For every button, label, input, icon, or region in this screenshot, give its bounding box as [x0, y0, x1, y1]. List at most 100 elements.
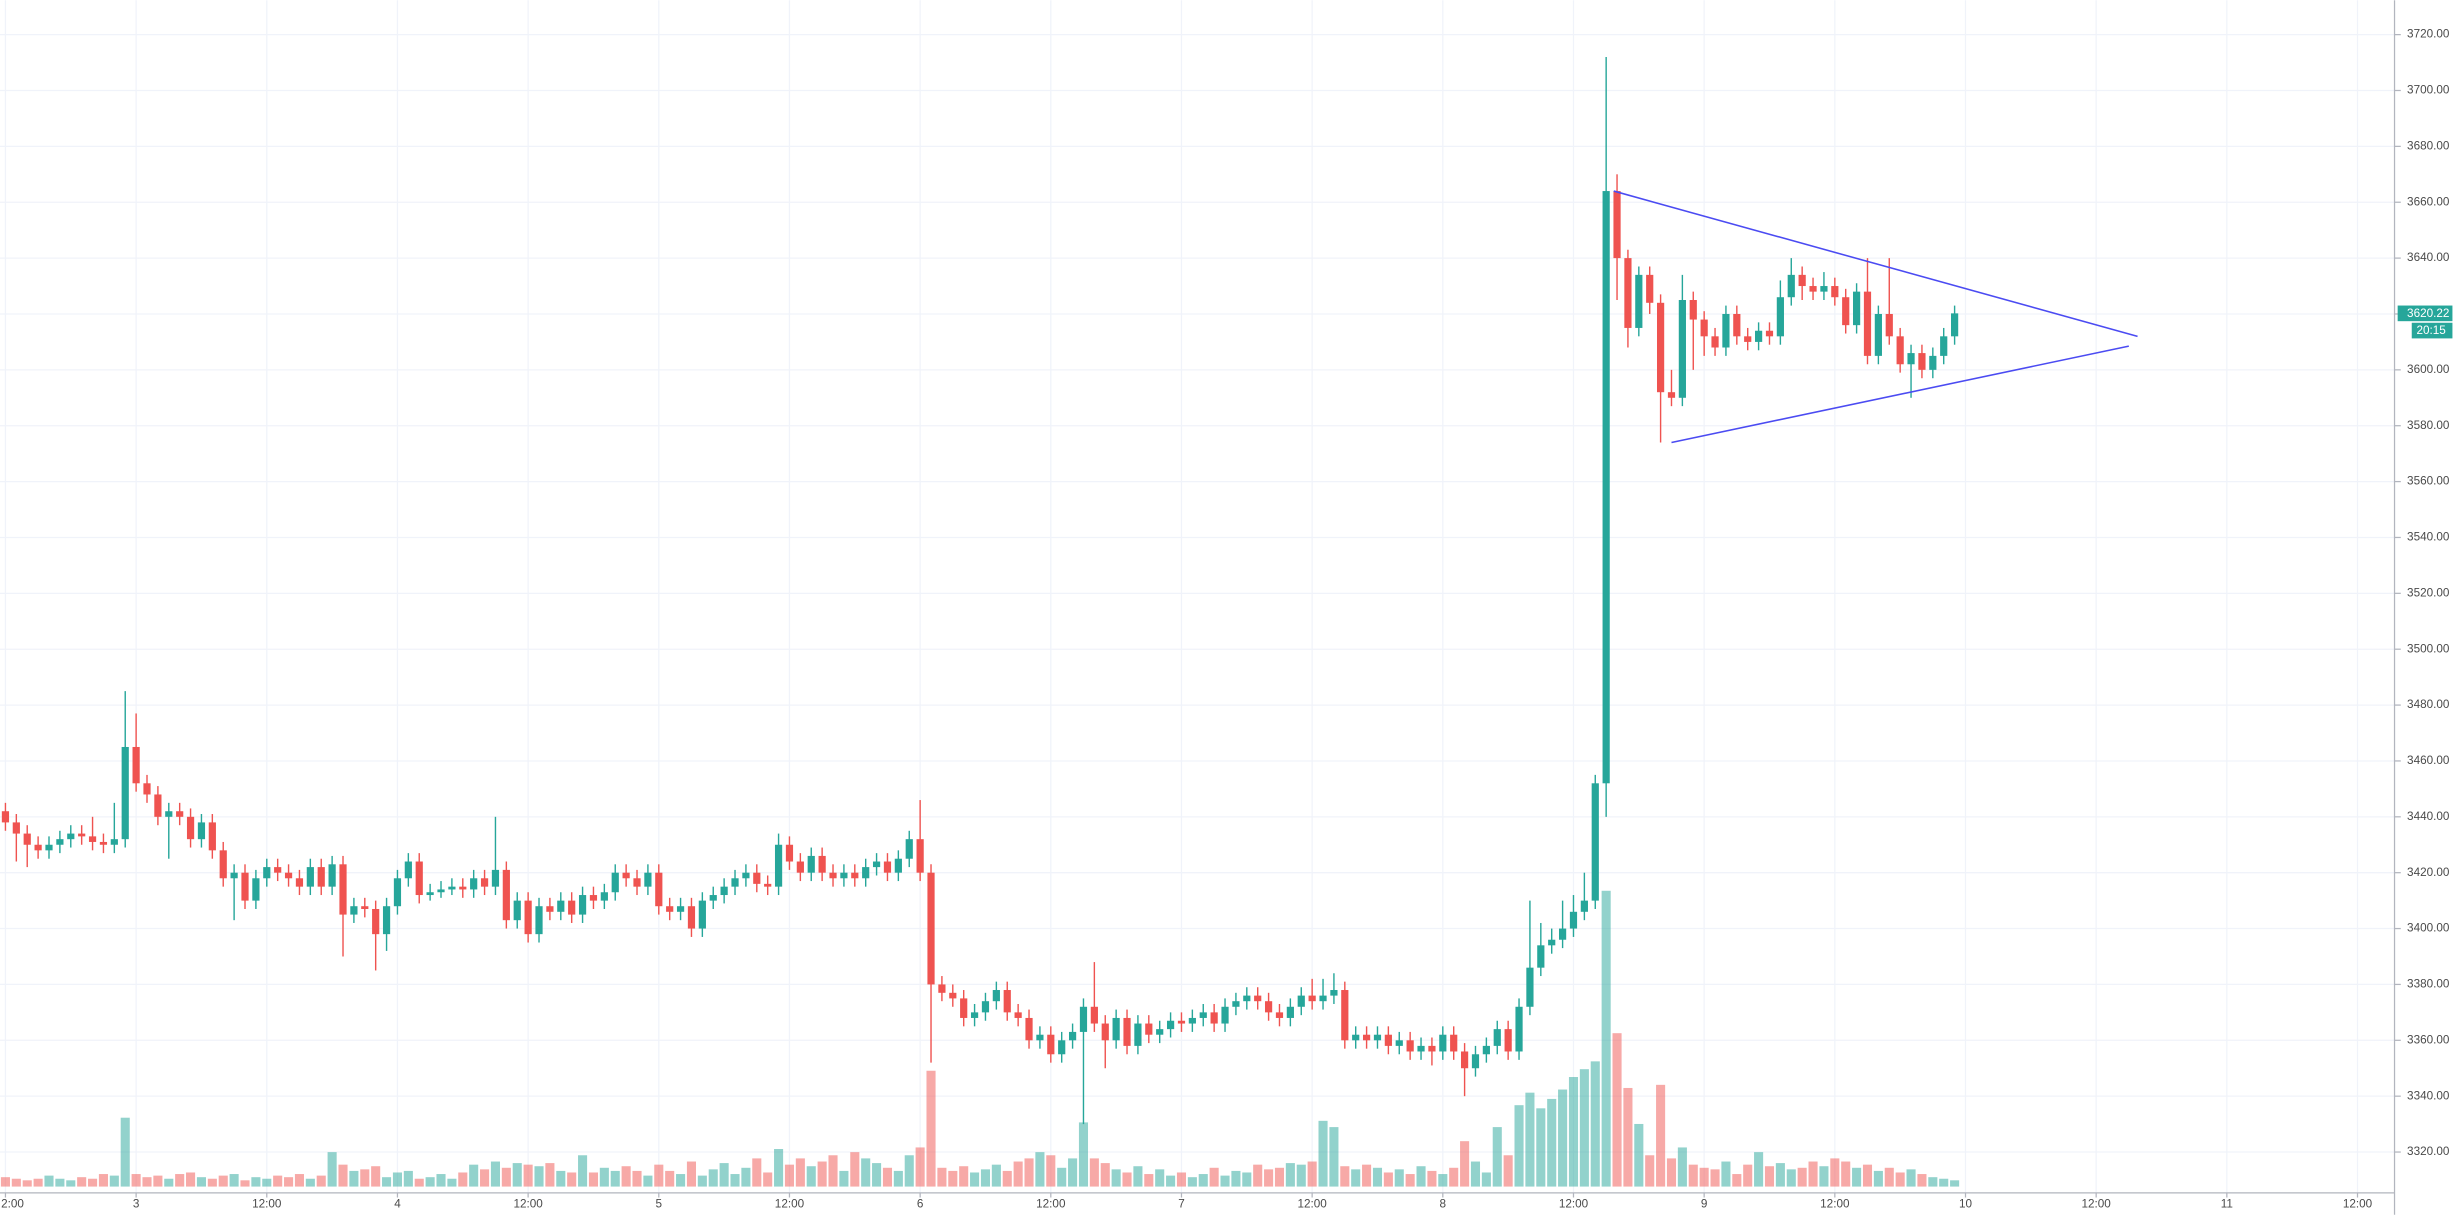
volume-bar: [1830, 1158, 1840, 1187]
candle-body: [1863, 291, 1872, 356]
candle-body: [459, 886, 467, 890]
volume-bar: [784, 1164, 795, 1187]
volume-bar: [196, 1177, 206, 1187]
candle-body: [1711, 336, 1719, 348]
volume-bar: [153, 1175, 163, 1187]
volume-bar: [284, 1177, 294, 1187]
candle-body: [764, 883, 772, 887]
x-tick-label: 12:00: [775, 1198, 805, 1211]
candle-body: [1700, 319, 1708, 337]
x-tick-label: 12:00: [1036, 1198, 1066, 1211]
volume-bar: [1536, 1108, 1546, 1187]
candle-body: [197, 822, 206, 840]
candle-body: [67, 833, 75, 840]
volume-bar: [1906, 1169, 1916, 1187]
candle-body: [437, 889, 445, 893]
volume-bar: [1656, 1084, 1666, 1187]
candle-body: [361, 906, 369, 910]
candle-body: [840, 872, 848, 879]
candle-body: [1286, 1006, 1294, 1018]
x-tick-label: 4: [394, 1198, 401, 1211]
volume-bar: [425, 1177, 435, 1187]
volume-bar: [1764, 1166, 1775, 1187]
candle-body: [1145, 1023, 1153, 1035]
candle-body: [1558, 928, 1567, 940]
candle-body: [1613, 191, 1621, 259]
overlay-layer: [1613, 190, 2138, 444]
candle-body: [328, 864, 336, 887]
y-tick-label: 3320.00: [2407, 1145, 2450, 1158]
volume-bar: [1416, 1166, 1426, 1187]
candle-layer: [1, 56, 1959, 1125]
candle-body: [1776, 297, 1784, 337]
volume-bar: [937, 1167, 947, 1187]
candle-body: [687, 906, 696, 929]
volume-bar: [534, 1166, 544, 1187]
candle-body: [219, 850, 227, 879]
candle-body: [56, 839, 64, 845]
candle-body: [1319, 995, 1327, 1002]
candle-body: [720, 886, 728, 896]
volume-bar: [120, 1117, 130, 1187]
y-tick-label: 3460.00: [2407, 754, 2450, 767]
y-tick-label: 3640.00: [2407, 251, 2450, 264]
candle-body: [535, 906, 543, 935]
volume-bar: [1231, 1170, 1241, 1187]
volume-bar: [1155, 1169, 1165, 1187]
volume-bar: [414, 1178, 424, 1187]
volume-bar: [1481, 1172, 1491, 1187]
candle-body: [1330, 990, 1338, 996]
volume-bar: [1677, 1147, 1687, 1187]
candle-body: [1580, 900, 1588, 912]
candle-body: [1744, 336, 1752, 342]
candle-body: [655, 872, 663, 907]
candle-body: [1428, 1045, 1436, 1052]
volume-bar: [360, 1169, 370, 1187]
volume-bar: [1525, 1092, 1535, 1187]
candle-body: [1787, 274, 1795, 298]
volume-bar: [915, 1147, 925, 1187]
x-tick-label: 9: [1701, 1198, 1708, 1211]
candle-body: [1798, 274, 1806, 287]
volume-bar: [741, 1167, 751, 1187]
candle-body: [818, 855, 826, 873]
volume-bar: [578, 1155, 588, 1187]
candle-body: [241, 872, 249, 901]
candle-body: [927, 872, 935, 985]
volume-bar: [567, 1172, 577, 1187]
volume-bar: [621, 1166, 631, 1187]
y-tick-label: 3580.00: [2407, 419, 2450, 432]
volume-bar: [795, 1158, 805, 1187]
candle-body: [88, 836, 97, 842]
candle-body: [1199, 1012, 1207, 1018]
volume-bar: [1732, 1174, 1742, 1187]
x-tick-label: 10: [1959, 1198, 1973, 1211]
trend-line: [1671, 345, 2129, 444]
volume-bar: [719, 1163, 729, 1187]
volume-bar: [1688, 1164, 1698, 1187]
volume-bar: [458, 1172, 468, 1187]
volume-bar: [1372, 1167, 1383, 1187]
candle-body: [829, 872, 837, 879]
candle-body: [208, 822, 216, 851]
candle-body: [633, 878, 641, 887]
candle-body: [1874, 313, 1882, 356]
candle-body: [263, 867, 271, 879]
candle-body: [709, 895, 717, 901]
candle-body: [502, 869, 510, 921]
volume-bar: [512, 1163, 522, 1187]
last-price-box: [2397, 305, 2453, 322]
x-tick-label: 12:00: [513, 1198, 543, 1211]
volume-bar: [436, 1174, 446, 1187]
volume-bar: [1699, 1167, 1709, 1187]
volume-bar: [273, 1175, 283, 1187]
candle-body: [1341, 990, 1349, 1041]
volume-bar: [523, 1164, 533, 1187]
volume-bar: [131, 1174, 141, 1187]
candle-body: [1058, 1040, 1066, 1055]
candle-body: [611, 872, 619, 893]
volume-bar: [730, 1174, 740, 1187]
candle-body: [23, 833, 31, 845]
volume-bar: [1329, 1127, 1339, 1187]
candle-body: [1047, 1034, 1055, 1055]
